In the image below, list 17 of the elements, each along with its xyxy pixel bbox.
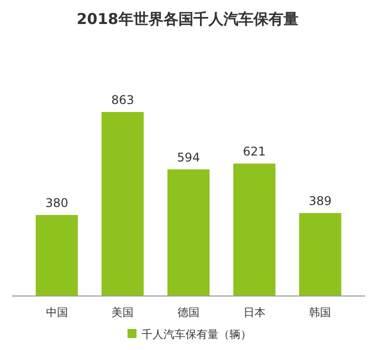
x-tick-label: 韩国 [309, 306, 332, 319]
x-tick-label: 日本 [243, 306, 266, 319]
x-tick-label: 德国 [178, 306, 200, 319]
bar [167, 169, 210, 296]
legend-label: 千人汽车保有量（辆） [142, 328, 252, 341]
data-label: 380 [45, 196, 68, 210]
data-label: 621 [242, 144, 266, 159]
chart-title: 2018年世界各国千人汽车保有量 [76, 10, 298, 28]
data-label: 863 [111, 93, 134, 107]
bar [233, 164, 276, 296]
data-label: 389 [308, 194, 332, 208]
data-label: 594 [177, 150, 200, 164]
x-tick-label: 中国 [46, 306, 68, 319]
bar [102, 112, 144, 296]
x-tick-label: 美国 [112, 306, 134, 319]
bar [299, 213, 342, 296]
bar [36, 214, 78, 296]
